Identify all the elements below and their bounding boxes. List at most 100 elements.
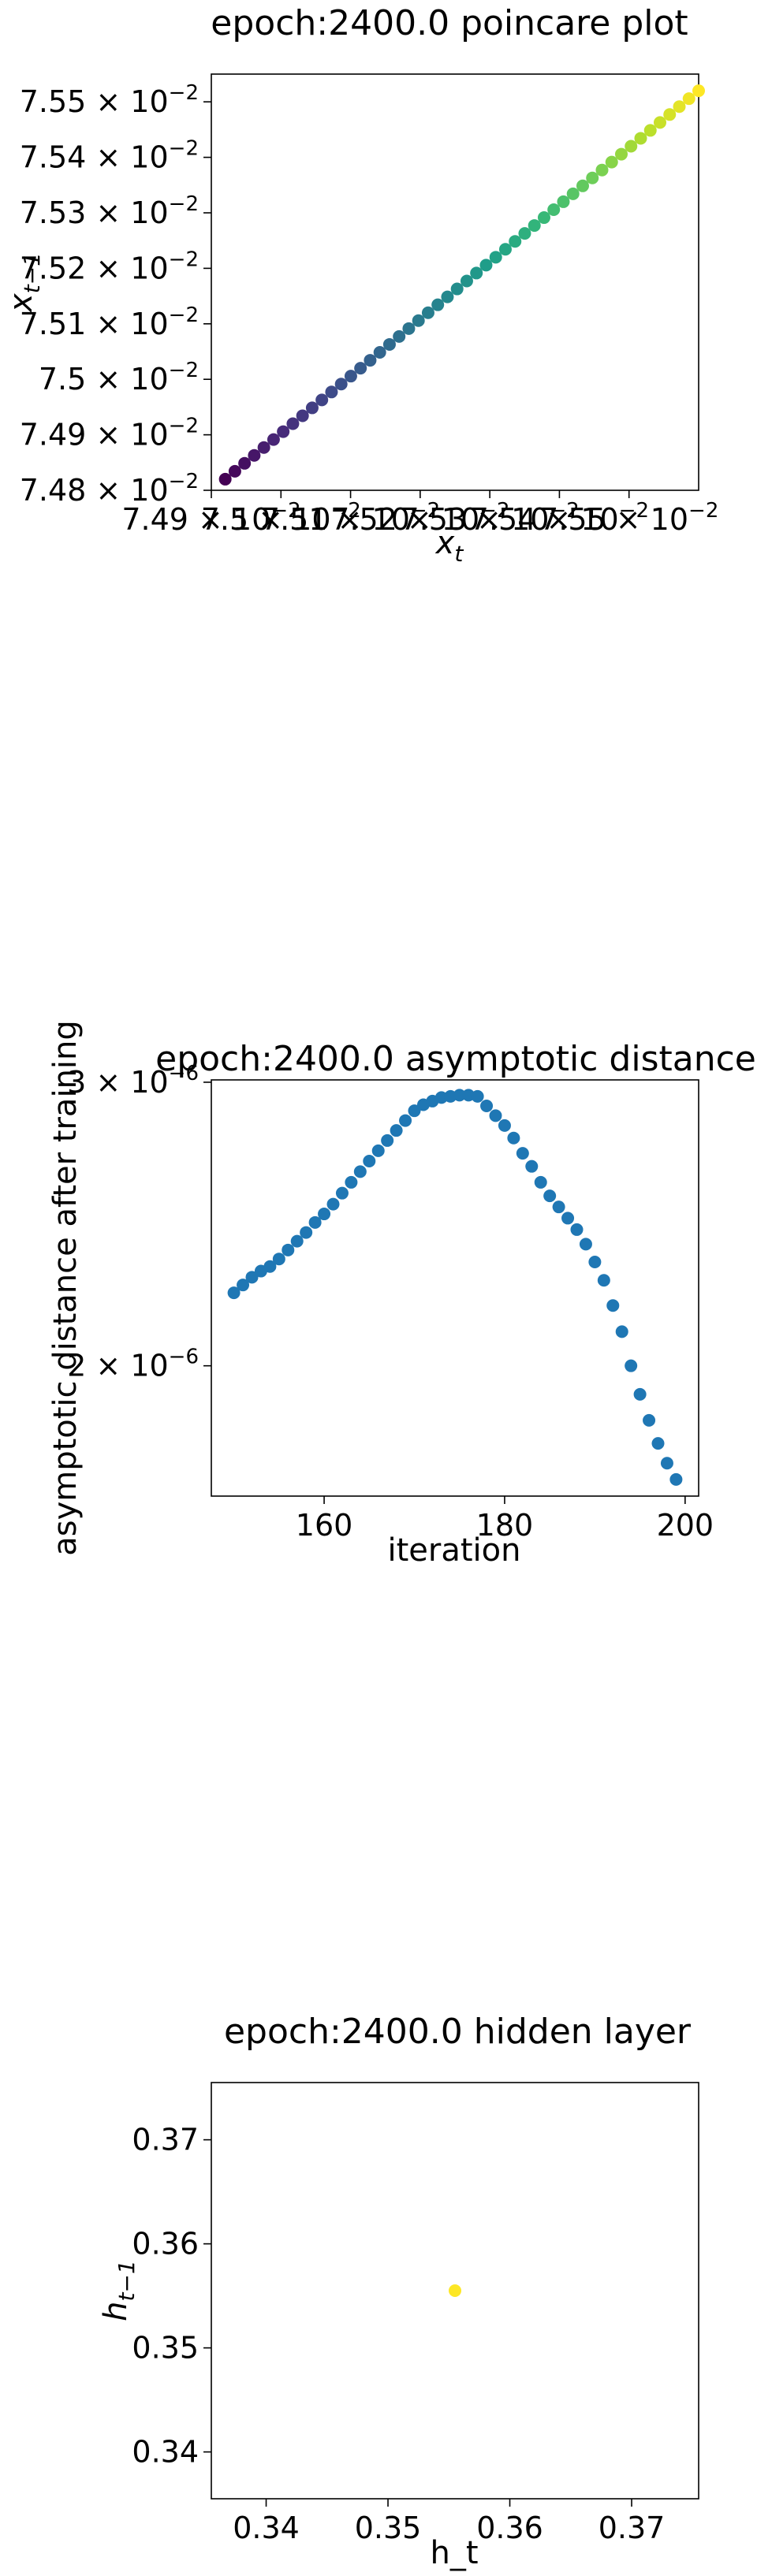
- data-points: [227, 1089, 683, 1486]
- data-point: [653, 116, 666, 129]
- data-point: [480, 1100, 494, 1113]
- y-tick-label: 7.5 × 10−2: [39, 359, 199, 396]
- y-tick-label: 7.55 × 10−2: [20, 81, 199, 119]
- data-point: [353, 1165, 367, 1178]
- chart-title: epoch:2400.0 poincare plot: [211, 3, 688, 43]
- data-point: [449, 2284, 461, 2297]
- y-axis-label: ht−1: [98, 2260, 140, 2321]
- data-point: [552, 1201, 565, 1214]
- chart-title: epoch:2400.0 hidden layer: [224, 2012, 692, 2052]
- plot-frame: [211, 1079, 699, 1497]
- data-point: [318, 1208, 331, 1221]
- data-point: [344, 370, 357, 383]
- data-point: [561, 1212, 575, 1225]
- data-point: [441, 290, 454, 303]
- y-tick-label: 7.49 × 10−2: [20, 415, 199, 452]
- x-ticks: 7.49 × 10−27.5 × 10−27.51 × 10−27.52 × 1…: [121, 490, 718, 537]
- data-point: [393, 329, 406, 343]
- data-point: [227, 1286, 241, 1300]
- plot-frame: [211, 2082, 699, 2500]
- data-point: [537, 211, 550, 225]
- data-point: [663, 108, 677, 121]
- y-axis-label: xt−1: [3, 252, 45, 314]
- data-point: [382, 337, 396, 351]
- data-point: [267, 433, 280, 446]
- data-point: [450, 282, 464, 296]
- data-point: [263, 1260, 277, 1273]
- data-point: [605, 155, 618, 169]
- y-ticks: 2 × 10−6 3 × 10−6: [67, 1062, 211, 1383]
- data-point: [421, 306, 434, 319]
- data-point: [673, 100, 686, 114]
- x-tick-label: 0.34: [233, 2511, 300, 2545]
- data-point: [498, 1119, 511, 1132]
- data-point: [373, 346, 386, 359]
- y-ticks: 0.34 0.35 0.36 0.37: [132, 2123, 211, 2470]
- y-tick-label: 2 × 10−6: [67, 1346, 199, 1383]
- y-tick-label: 7.51 × 10−2: [20, 303, 199, 341]
- y-tick-label: 3 × 10−6: [67, 1062, 199, 1100]
- x-axis-label: iteration: [388, 1532, 521, 1569]
- data-point: [381, 1134, 394, 1147]
- data-point: [579, 1238, 592, 1251]
- data-point: [479, 259, 493, 272]
- data-point: [651, 1437, 665, 1450]
- data-point: [300, 1226, 313, 1239]
- data-point: [402, 322, 416, 335]
- data-point: [238, 456, 252, 470]
- x-tick-label: 7.55 × 10−2: [539, 499, 718, 537]
- data-point: [516, 1147, 529, 1160]
- data-point: [326, 1197, 340, 1211]
- x-ticks: 160 180 200: [296, 1496, 714, 1543]
- data-point: [597, 1274, 610, 1287]
- data-point: [399, 1114, 412, 1127]
- data-point: [595, 163, 609, 177]
- y-tick-label: 7.52 × 10−2: [20, 248, 199, 285]
- data-point: [257, 441, 270, 454]
- data-point: [525, 1160, 539, 1173]
- data-point: [625, 1359, 638, 1372]
- data-point: [625, 140, 638, 153]
- y-tick-label: 0.35: [132, 2331, 199, 2366]
- data-point: [325, 385, 338, 399]
- data-point: [498, 243, 512, 256]
- poincare-plot: epoch:2400.0 poincare plot 7.48 × 10−27.…: [3, 3, 718, 567]
- x-tick-label: 0.37: [599, 2511, 666, 2545]
- x-tick-label: 160: [296, 1508, 353, 1543]
- data-point: [669, 1472, 683, 1486]
- data-point: [682, 92, 695, 106]
- data-point: [489, 1109, 502, 1122]
- data-point: [606, 1299, 620, 1312]
- data-point: [660, 1457, 673, 1470]
- data-point: [460, 274, 473, 288]
- data-point: [634, 132, 647, 145]
- y-tick-label: 7.54 × 10−2: [20, 137, 199, 175]
- data-point: [588, 1256, 602, 1269]
- y-tick-label: 0.36: [132, 2227, 199, 2261]
- data-point: [218, 472, 232, 486]
- data-point: [489, 251, 502, 264]
- data-point: [543, 1189, 557, 1203]
- x-tick-label: 200: [657, 1508, 714, 1543]
- data-point: [371, 1144, 385, 1157]
- data-point: [296, 409, 309, 423]
- data-point: [528, 219, 541, 233]
- data-point: [245, 1271, 259, 1284]
- x-tick-label: 180: [476, 1508, 534, 1543]
- data-point: [507, 1131, 520, 1145]
- data-point: [363, 1155, 376, 1168]
- data-point: [509, 235, 522, 248]
- x-ticks: 0.34 0.35 0.36 0.37: [233, 2499, 665, 2545]
- data-point: [453, 1089, 466, 1102]
- data-point: [471, 1089, 484, 1103]
- x-axis-label: h_t: [430, 2535, 478, 2571]
- data-point: [308, 1215, 322, 1229]
- data-point: [576, 179, 589, 192]
- data-point: [633, 1387, 647, 1401]
- data-point: [615, 1325, 628, 1338]
- hidden-layer-plot: epoch:2400.0 hidden layer 0.340.350.360.…: [98, 2012, 699, 2571]
- data-point: [431, 298, 445, 311]
- data-point: [547, 203, 561, 216]
- data-point: [354, 362, 367, 375]
